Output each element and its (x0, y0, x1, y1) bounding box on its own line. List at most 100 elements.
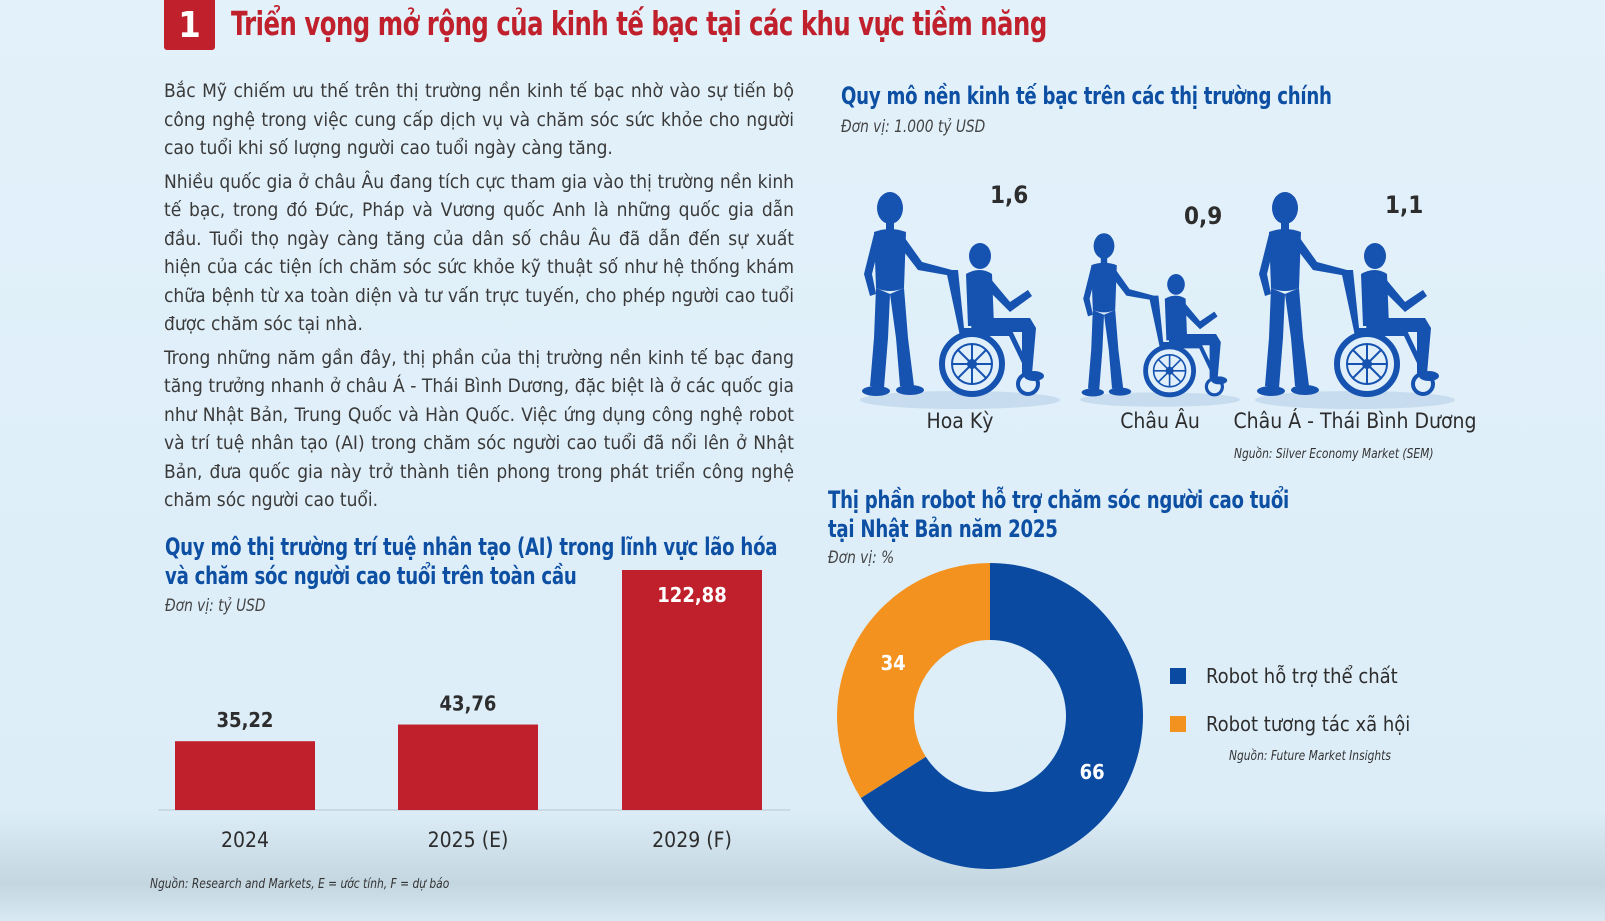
ai-chart-unit: Đơn vị: tỷ USD (165, 596, 266, 616)
wheelchair-big-wheel (1143, 344, 1197, 398)
seated-legs (1365, 318, 1431, 374)
paragraph-3: Trong những năm gần đây, thị phần của th… (164, 346, 794, 512)
caregiver-head (877, 192, 903, 224)
seated-foot (1211, 376, 1228, 385)
silver-economy-pictogram-chart: 1,6 Hoa Kỳ 0,9 Châu Âu 1,1 Châu Á - Thái Bình… (860, 181, 1477, 433)
seated-torso (1164, 295, 1188, 341)
robot-share-chart-unit: Đơn vị: % (828, 548, 895, 568)
caregiver-right-arm (1293, 234, 1347, 276)
caregiver-neck (1100, 257, 1108, 264)
silver-chart-source: Nguồn: Silver Economy Market (SEM) (1234, 446, 1434, 462)
caregiver-left-foot (1081, 388, 1104, 397)
paragraph-1: Bắc Mỹ chiếm ưu thế trên thị trường nền … (164, 80, 794, 159)
caregiver-right-arm (1110, 266, 1154, 301)
bar-2 (622, 570, 762, 810)
legend-swatch-social (1170, 716, 1186, 732)
bar-0 (175, 741, 315, 810)
caregiver-head (1093, 233, 1115, 259)
seated-torso (966, 270, 994, 326)
bar-value-label-2: 122,88 (657, 583, 726, 607)
seated-arm (988, 278, 1032, 312)
paragraph-2: Nhiều quốc gia ở châu Âu đang tích cực t… (164, 170, 794, 336)
robot-share-source: Nguồn: Future Market Insights (1229, 748, 1391, 764)
seated-arm (1182, 302, 1218, 330)
caregiver-right-arm (898, 234, 952, 276)
robot-share-title-line-2: tại Nhật Bản năm 2025 (828, 515, 1058, 543)
region-value-label-0: 1,6 (990, 181, 1028, 209)
shadow (860, 391, 1060, 409)
section-number: 1 (164, 0, 215, 50)
body-text: Bắc Mỹ chiếm ưu thế trên thị trường nền … (164, 77, 794, 520)
wheelchair-frame (946, 270, 1012, 336)
seated-legs (970, 318, 1036, 374)
caregiver-right-foot (1291, 385, 1319, 395)
ai-chart-title-line-1: Quy mô thị trường trí tuệ nhân tạo (AI) … (165, 533, 778, 561)
caregiver-right-foot (896, 385, 924, 395)
caregiver-right-leg (890, 288, 914, 386)
pictogram-caregiver-wheelchair-0 (860, 192, 1060, 409)
shadow (1255, 391, 1455, 409)
wheelchair-frame (1341, 270, 1407, 336)
caregiver-head (1272, 192, 1298, 224)
pictogram-caregiver-wheelchair-1 (1080, 233, 1240, 407)
pictogram-caregiver-wheelchair-2 (1255, 192, 1455, 409)
seated-head (1364, 243, 1386, 269)
caregiver-right-leg (1285, 288, 1309, 386)
shadow (1080, 392, 1240, 407)
region-value-label-1: 0,9 (1184, 202, 1222, 230)
ai-chart-source: Nguồn: Research and Markets, E = ước tín… (150, 876, 450, 892)
ai-market-bar-chart: 35,22 2024 43,76 2025 (E) 122,88 2029 (F) (158, 570, 790, 852)
wheelchair-frame (1148, 295, 1202, 349)
seated-arm (1383, 278, 1427, 312)
x-tick-label-0: 2024 (221, 828, 269, 852)
ai-chart-title-line-2: và chăm sóc người cao tuổi trên toàn cầu (165, 562, 577, 590)
wheel-hub (967, 359, 977, 369)
silver-chart-title: Quy mô nền kinh tế bạc trên các thị trườ… (841, 82, 1332, 110)
bar-value-label-0: 35,22 (217, 708, 274, 732)
silver-chart-unit: Đơn vị: 1.000 tỷ USD (841, 117, 986, 137)
donut-value-label-0: 66 (1080, 760, 1105, 784)
seated-torso (1361, 270, 1389, 326)
region-label-1: Châu Âu (1120, 408, 1200, 433)
legend-swatch-physical (1170, 668, 1186, 684)
caregiver-left-arm (1083, 266, 1096, 317)
caregiver-torso (1091, 262, 1117, 313)
robot-share-donut-chart: 66 34 (837, 563, 1143, 869)
caregiver-torso (1269, 229, 1301, 291)
legend-label-physical: Robot hỗ trợ thể chất (1206, 664, 1398, 688)
legend-label-social: Robot tương tác xã hội (1206, 712, 1411, 736)
seated-head (969, 243, 991, 269)
caregiver-right-leg (1104, 310, 1124, 389)
caregiver-left-leg (1265, 288, 1285, 388)
ai-chart-title: Quy mô thị trường trí tuệ nhân tạo (AI) … (165, 533, 778, 591)
bar-value-label-1: 43,76 (440, 692, 497, 716)
robot-share-chart-title: Thị phần robot hỗ trợ chăm sóc người cao… (828, 486, 1289, 544)
x-tick-label-2: 2029 (F) (652, 828, 732, 852)
caregiver-left-leg (1088, 310, 1104, 390)
robot-share-title-line-1: Thị phần robot hỗ trợ chăm sóc người cao… (828, 486, 1290, 514)
donut-slice-1 (837, 563, 990, 798)
bar-1 (398, 724, 538, 810)
x-tick-label-1: 2025 (E) (428, 828, 509, 852)
seated-head (1167, 274, 1185, 295)
wheel-hub (1362, 359, 1372, 369)
donut-slice-0 (860, 563, 1143, 869)
caregiver-right-foot (1108, 387, 1132, 396)
legend-item-physical: Robot hỗ trợ thể chất (1170, 664, 1398, 688)
caregiver-neck (886, 222, 894, 230)
region-value-label-2: 1,1 (1385, 191, 1423, 219)
caregiver-torso (874, 229, 906, 291)
region-label-2: Châu Á - Thái Bình Dương (1233, 408, 1476, 433)
wheel-hub (1165, 366, 1174, 375)
seated-foot (1024, 371, 1044, 381)
donut-value-label-1: 34 (881, 651, 906, 675)
seated-foot (1419, 371, 1439, 381)
page-title: Triển vọng mở rộng của kinh tế bạc tại c… (231, 4, 1047, 43)
caregiver-neck (1281, 222, 1289, 230)
caregiver-left-arm (1259, 234, 1275, 296)
caregiver-left-leg (870, 288, 890, 388)
caregiver-left-arm (864, 234, 880, 296)
wheelchair-big-wheel (1334, 331, 1400, 397)
caregiver-left-foot (862, 386, 890, 396)
legend-item-social: Robot tương tác xã hội (1170, 712, 1410, 736)
